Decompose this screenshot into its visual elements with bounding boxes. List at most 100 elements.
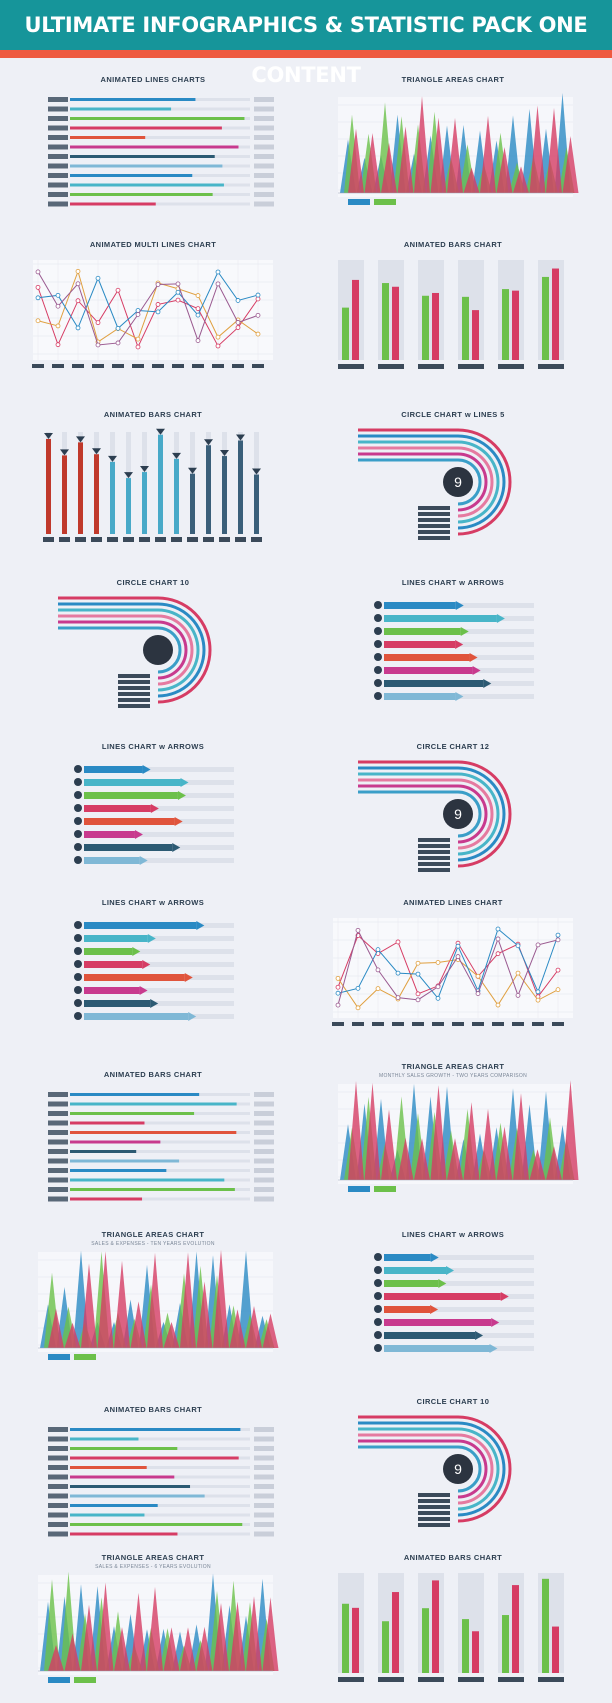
legend-tag — [48, 1177, 68, 1183]
panel-circle-10b: CIRCLE CHART 10 9 — [318, 1397, 588, 1547]
triangle — [562, 136, 579, 193]
bar-track — [458, 260, 484, 360]
arrow-head — [438, 1279, 447, 1288]
tick-label-tag — [187, 537, 198, 542]
value-tag — [254, 1474, 274, 1480]
panel-title: ANIMATED BARS CHART — [103, 1070, 203, 1079]
bar — [222, 456, 227, 534]
arrow-bar — [84, 818, 175, 825]
legend-tag — [418, 850, 450, 854]
bar — [158, 434, 163, 534]
legend-tag — [48, 173, 68, 178]
arrow-track — [84, 988, 234, 993]
tick-label-tag — [392, 1022, 404, 1026]
triangle — [414, 96, 430, 193]
panel-title: TRIANGLE AREAS CHART — [401, 75, 505, 84]
point — [35, 318, 41, 324]
legend-tag — [418, 1523, 450, 1527]
triangle — [562, 1080, 579, 1180]
bar-track — [70, 1437, 250, 1441]
tick-label-tag — [532, 1022, 544, 1026]
value-tag — [254, 201, 274, 207]
triangle — [114, 1627, 130, 1671]
triangle — [64, 1633, 81, 1671]
tick-label-tag — [452, 1022, 464, 1026]
panel-subtitle: SALES & EXPENSES - TEN YEARS EVOLUTION — [91, 1241, 215, 1247]
arc — [457, 1439, 488, 1499]
tick-label-tag — [552, 1022, 564, 1026]
tick-label-tag — [219, 537, 230, 542]
triangle — [397, 126, 414, 193]
legend-tag — [48, 1158, 68, 1164]
point — [255, 296, 261, 302]
value-tag — [254, 1149, 274, 1154]
bar — [190, 473, 195, 534]
bar — [70, 1523, 243, 1526]
arrow-head — [132, 947, 141, 956]
bullet — [74, 817, 82, 825]
bar — [542, 1578, 549, 1673]
value-tag — [254, 1522, 274, 1527]
panel-lines-2: ANIMATED LINES CHART — [318, 898, 588, 1048]
point — [335, 1002, 341, 1008]
arrow-bar — [84, 831, 135, 838]
legend-tag — [48, 163, 68, 169]
triangle — [546, 1146, 562, 1180]
legend-tag — [418, 512, 450, 516]
tick-label-tag — [251, 537, 262, 542]
bar-track — [70, 136, 250, 139]
point — [55, 323, 61, 329]
arrow-head — [446, 1266, 455, 1275]
triangle — [546, 107, 562, 193]
arrow-bar — [384, 1332, 476, 1339]
arrow-track — [84, 858, 234, 863]
bullet — [374, 679, 382, 687]
legend-tag — [48, 1484, 68, 1489]
arrow-head — [455, 601, 464, 610]
legend-tag — [48, 1493, 68, 1499]
tick-label-tag — [92, 364, 104, 368]
arrow-bar — [84, 1013, 189, 1020]
bar — [62, 455, 67, 534]
bar — [502, 289, 509, 360]
legend-tag — [418, 1499, 450, 1503]
tick-label-tag — [458, 1677, 484, 1682]
bar — [70, 1504, 158, 1507]
tick-label-tag — [212, 364, 224, 368]
value-tag — [254, 1130, 274, 1135]
value-tag — [254, 1111, 274, 1116]
bar — [432, 292, 439, 360]
legend-tag — [48, 1354, 70, 1360]
tick-label-tag — [252, 364, 264, 368]
arrow-bar — [84, 779, 181, 786]
lines-chart — [32, 260, 273, 368]
bar — [46, 438, 51, 534]
arc — [457, 458, 482, 506]
triangle — [213, 1602, 229, 1671]
triangle-chart — [338, 93, 579, 205]
point — [395, 939, 401, 945]
bar — [70, 1475, 175, 1479]
arrow-bar — [384, 667, 473, 674]
legend-tag — [118, 680, 150, 684]
triangle — [348, 128, 364, 193]
arc — [457, 1433, 494, 1505]
triangle — [163, 1321, 180, 1348]
point — [395, 970, 401, 976]
point — [195, 293, 201, 298]
bar — [432, 1580, 439, 1673]
tick-label-tag — [338, 1677, 364, 1682]
bullet — [374, 666, 382, 674]
triangle — [213, 1249, 229, 1348]
legend-tag — [48, 106, 68, 112]
bar-track — [538, 1573, 564, 1673]
arrow-head — [188, 1012, 197, 1021]
tick-label-tag — [155, 537, 166, 542]
arrows-chart — [74, 921, 234, 1021]
triangle — [480, 1108, 496, 1180]
arrow-head — [472, 666, 481, 675]
point — [455, 954, 461, 959]
tick-label-tag — [372, 1022, 384, 1026]
triangle — [480, 115, 496, 193]
panel-title: LINES CHART w ARROWS — [401, 578, 505, 587]
